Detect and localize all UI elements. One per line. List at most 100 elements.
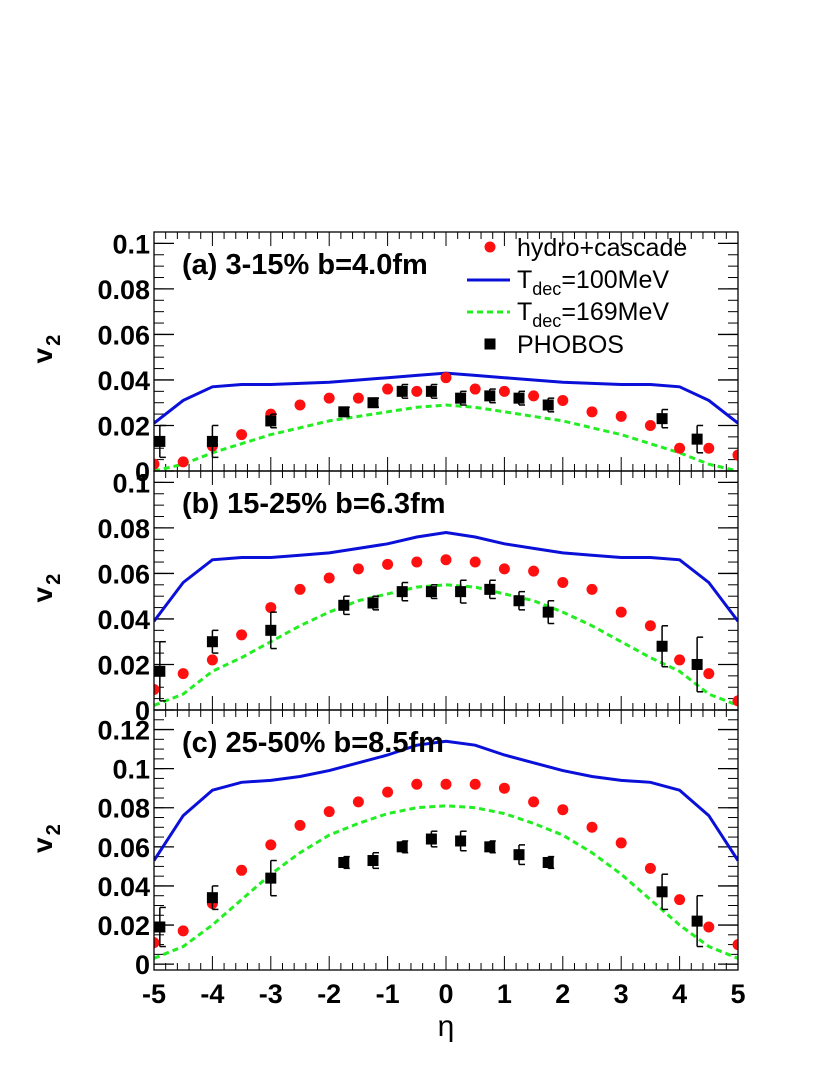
phobos-point bbox=[265, 624, 277, 636]
hydro-cascade-point bbox=[557, 804, 569, 816]
x-tick-label: 2 bbox=[555, 979, 570, 1009]
phobos-point bbox=[425, 586, 437, 598]
plot-area bbox=[154, 371, 738, 471]
hydro-cascade-point bbox=[154, 937, 160, 949]
legend-entry: Tdec=169MeV bbox=[467, 298, 669, 331]
hydro-cascade-point bbox=[265, 839, 277, 851]
panel-c: 0 0.02 0.04 0.06 0.08 0.1 0.12 (c) 25-50% b=8.5… bbox=[27, 709, 739, 980]
series-line-tdec169 bbox=[154, 403, 738, 471]
phobos-point bbox=[425, 385, 437, 397]
series-line-tdec100 bbox=[154, 530, 738, 623]
hydro-cascade-point bbox=[557, 577, 569, 589]
plot-area bbox=[154, 739, 738, 960]
legend-label: PHOBOS bbox=[517, 331, 624, 359]
hydro-cascade-point bbox=[469, 383, 481, 395]
phobos-point bbox=[367, 397, 379, 409]
hydro-cascade-point bbox=[236, 864, 248, 876]
phobos-point bbox=[396, 841, 408, 853]
hydro-cascade-point bbox=[586, 406, 598, 418]
phobos-point bbox=[542, 399, 554, 411]
hydro-cascade-point bbox=[440, 778, 452, 790]
hydro-cascade-point bbox=[528, 390, 540, 402]
x-tick-label: -1 bbox=[376, 979, 400, 1009]
x-tick-label: -2 bbox=[317, 979, 341, 1009]
hydro-cascade-point bbox=[557, 394, 569, 406]
phobos-point bbox=[206, 636, 218, 648]
panel-label: (b) 15-25% b=6.3fm bbox=[182, 488, 446, 520]
panel-label: (c) 25-50% b=8.5fm bbox=[182, 727, 444, 759]
hydro-cascade-point bbox=[498, 385, 510, 397]
y-tick-label: 0.06 bbox=[97, 833, 150, 863]
y-tick-label: 0 bbox=[135, 950, 150, 980]
hydro-cascade-point bbox=[732, 939, 738, 951]
x-tick-label: 4 bbox=[672, 979, 687, 1009]
hydro-cascade-point bbox=[177, 456, 189, 468]
phobos-point bbox=[513, 595, 525, 607]
y-tick-label: 0.04 bbox=[97, 872, 150, 902]
y-tick-label: 0.02 bbox=[97, 650, 150, 680]
phobos-point bbox=[425, 833, 437, 845]
y-tick-label: 0.1 bbox=[112, 229, 150, 259]
y-tick-label: 0.04 bbox=[97, 605, 150, 635]
phobos-point bbox=[513, 849, 525, 861]
y-axis-label-main: v bbox=[27, 837, 58, 853]
phobos-point bbox=[513, 392, 525, 404]
legend-marker-circle bbox=[484, 241, 496, 253]
hydro-cascade-point bbox=[294, 819, 306, 831]
x-tick-label: 0 bbox=[438, 979, 453, 1009]
phobos-point bbox=[338, 856, 350, 868]
hydro-cascade-point bbox=[498, 563, 510, 575]
legend-label-sub: dec bbox=[532, 279, 561, 299]
phobos-point bbox=[367, 855, 379, 867]
phobos-point bbox=[484, 390, 496, 402]
phobos-point bbox=[396, 385, 408, 397]
phobos-point bbox=[691, 433, 703, 445]
legend-label: hydro+cascade bbox=[517, 234, 687, 262]
x-tick-label: -3 bbox=[259, 979, 283, 1009]
phobos-point bbox=[656, 886, 668, 898]
phobos-point bbox=[367, 597, 379, 609]
hydro-cascade-point bbox=[411, 385, 423, 397]
legend-label-main: T bbox=[517, 298, 532, 326]
legend-entry: hydro+cascade bbox=[484, 234, 687, 262]
y-axis-label-sub: 2 bbox=[43, 824, 65, 835]
hydro-cascade-point bbox=[382, 383, 394, 395]
x-tick-label: 5 bbox=[730, 979, 745, 1009]
y-tick-label: 0.06 bbox=[97, 320, 150, 350]
legend-label-sub: dec bbox=[532, 311, 561, 331]
x-tick-label: -4 bbox=[200, 979, 224, 1009]
hydro-cascade-point bbox=[294, 399, 306, 411]
hydro-cascade-point bbox=[382, 558, 394, 570]
hydro-cascade-point bbox=[177, 925, 189, 937]
panel-label: (a) 3-15% b=4.0fm bbox=[182, 249, 428, 281]
phobos-point bbox=[154, 921, 166, 933]
hydro-cascade-point bbox=[615, 410, 627, 422]
legend-label-main: T bbox=[517, 266, 532, 294]
phobos-point bbox=[691, 915, 703, 927]
phobos-point bbox=[154, 435, 166, 447]
hydro-cascade-point bbox=[411, 778, 423, 790]
series-line-tdec169 bbox=[154, 804, 738, 960]
series-line-tdec169 bbox=[154, 583, 738, 707]
phobos-point bbox=[542, 856, 554, 868]
legend-label-rest: =100MeV bbox=[561, 266, 669, 294]
phobos-point bbox=[455, 835, 467, 847]
hydro-cascade-point bbox=[703, 442, 715, 454]
hydro-cascade-point bbox=[440, 554, 452, 566]
y-axis-label: v2 bbox=[27, 335, 65, 364]
phobos-point bbox=[455, 586, 467, 598]
y-tick-label: 0.12 bbox=[97, 716, 150, 746]
legend-entry: Tdec=100MeV bbox=[467, 266, 669, 299]
hydro-cascade-point bbox=[154, 684, 160, 696]
x-tick-label: -5 bbox=[142, 979, 166, 1009]
x-axis: -5 -4 -3 -2 -1 0 1 2 3 4 5 η bbox=[142, 979, 746, 1043]
panel-a: 0 0.02 0.04 0.06 0.08 0.1 (a) 3-15% b=4.0fm v2 bbox=[27, 229, 739, 487]
hydro-cascade-point bbox=[352, 796, 364, 808]
hydro-cascade-point bbox=[154, 458, 160, 470]
phobos-point bbox=[656, 640, 668, 652]
y-tick-label: 0.02 bbox=[97, 911, 150, 941]
hydro-cascade-point bbox=[206, 654, 218, 666]
hydro-cascade-point bbox=[265, 602, 277, 614]
y-axis-label: v2 bbox=[27, 824, 65, 853]
phobos-point bbox=[338, 599, 350, 611]
